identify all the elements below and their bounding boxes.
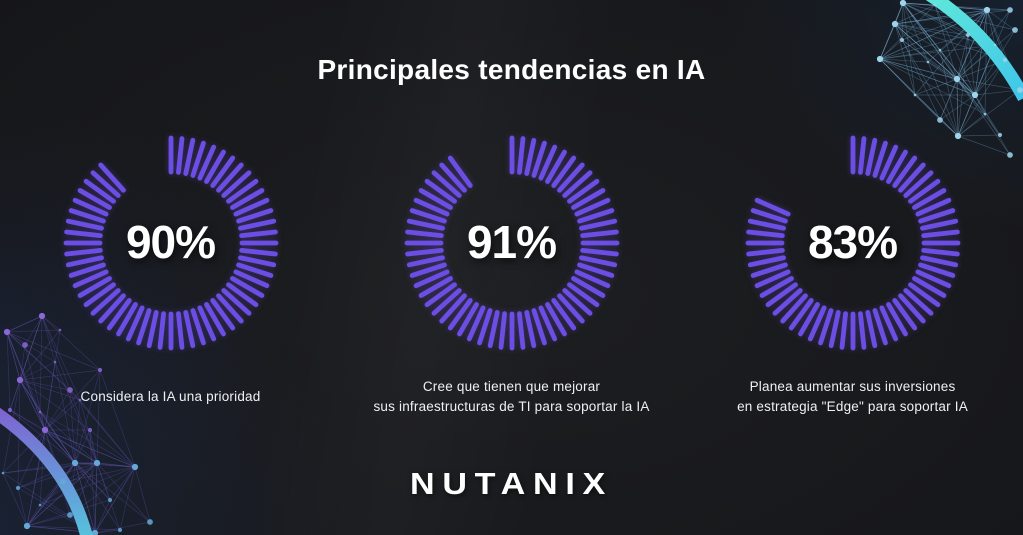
- radial-gauge-ticks: [404, 135, 619, 351]
- gauge-caption: Considera la IA una prioridad: [80, 389, 261, 405]
- radial-gauge-ticks: [745, 135, 960, 351]
- gauge-caption: Planea aumentar sus inversiones en estra…: [737, 379, 968, 414]
- stat-card-priority: 90% Considera la IA una prioridad: [0, 133, 341, 417]
- page-title: Principales tendencias en IA: [317, 54, 706, 85]
- stat-card-edge: 83% Planea aumentar sus inversiones en e…: [682, 133, 1023, 417]
- radial-gauge-ticks: [63, 135, 278, 351]
- gauge-percent-value: 90%: [125, 215, 216, 268]
- gauge-percent-value: 91%: [466, 215, 557, 268]
- radial-gauge: 91%: [402, 133, 622, 353]
- stat-card-infrastructure: 91% Cree que tienen que mejorar sus infr…: [341, 133, 682, 417]
- gauge-caption: Cree que tienen que mejorar sus infraest…: [373, 379, 650, 414]
- nutanix-logo: NUTANIX: [410, 466, 613, 501]
- stats-row: 90% Considera la IA una prioridad 91% Cr…: [0, 133, 1023, 417]
- radial-gauge: 83%: [743, 133, 963, 353]
- gauge-percent-value: 83%: [807, 215, 898, 268]
- radial-gauge: 90%: [61, 133, 281, 353]
